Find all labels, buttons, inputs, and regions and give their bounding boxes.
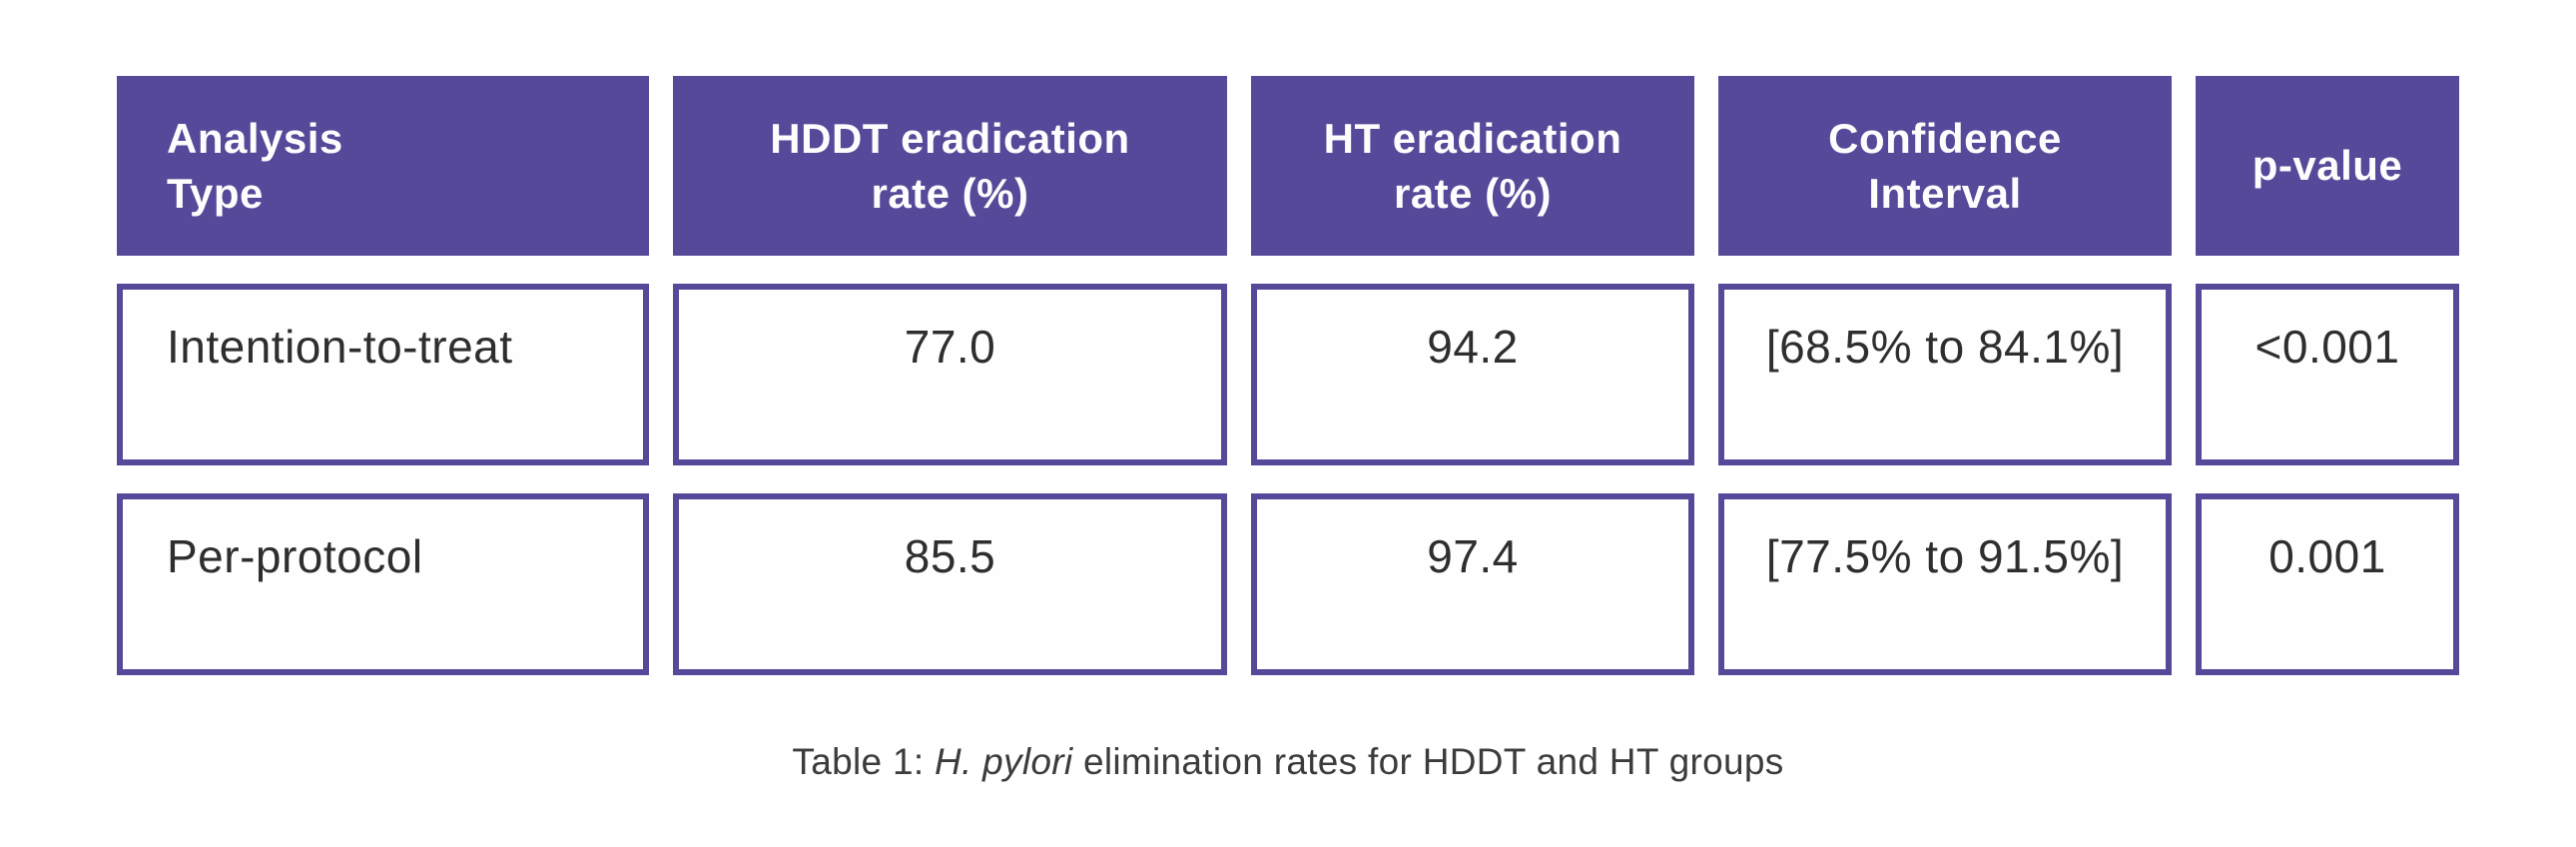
column-header-hddt-eradication-rate: HDDT eradication rate (%): [673, 76, 1227, 256]
table-cell-row1-p-value: <0.001: [2196, 284, 2459, 465]
table-cell-row1-hddt-rate: 77.0: [673, 284, 1227, 465]
column-header-p-value: p-value: [2196, 76, 2459, 256]
table-cell-row2-analysis-type: Per-protocol: [117, 493, 649, 675]
table-cell-row1-confidence-interval: [68.5% to 84.1%]: [1718, 284, 2172, 465]
column-header-analysis-type: Analysis Type: [117, 76, 649, 256]
table-cell-row1-analysis-type: Intention-to-treat: [117, 284, 649, 465]
table-cell-row2-ht-rate: 97.4: [1251, 493, 1694, 675]
results-table: Analysis Type HDDT eradication rate (%) …: [117, 76, 2459, 675]
caption-species-name: H. pylori: [934, 741, 1073, 782]
column-header-ht-eradication-rate: HT eradication rate (%): [1251, 76, 1694, 256]
table-caption: Table 1: H. pylori elimination rates for…: [0, 741, 2576, 783]
table-cell-row2-p-value: 0.001: [2196, 493, 2459, 675]
table-cell-row1-ht-rate: 94.2: [1251, 284, 1694, 465]
caption-prefix: Table 1:: [792, 741, 935, 782]
caption-suffix: elimination rates for HDDT and HT groups: [1072, 741, 1784, 782]
column-header-confidence-interval: Confidence Interval: [1718, 76, 2172, 256]
table-cell-row2-hddt-rate: 85.5: [673, 493, 1227, 675]
table-cell-row2-confidence-interval: [77.5% to 91.5%]: [1718, 493, 2172, 675]
